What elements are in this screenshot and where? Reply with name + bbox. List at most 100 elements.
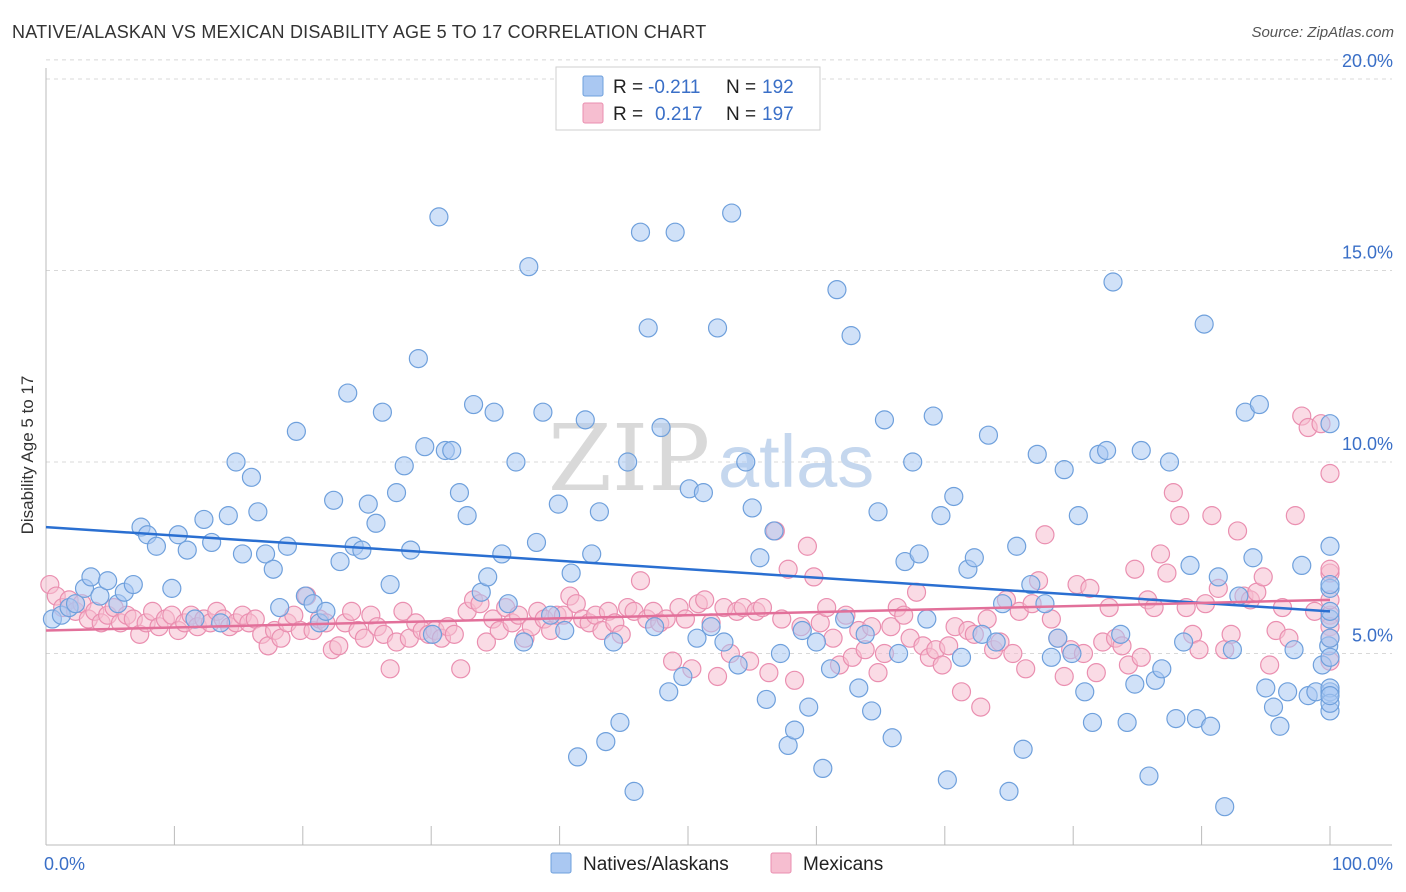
bottom-legend-swatch-natives <box>550 852 572 874</box>
natives-point <box>514 632 534 652</box>
mexicans-point <box>752 597 773 618</box>
natives-point <box>442 440 462 461</box>
bottom-legend-swatch-mexicans <box>770 852 792 874</box>
natives-point <box>358 494 378 514</box>
natives-point <box>146 536 167 556</box>
natives-point <box>764 521 784 541</box>
natives-point <box>855 624 875 644</box>
mexicans-point <box>380 659 400 679</box>
natives-point <box>923 406 943 426</box>
natives-point <box>603 632 624 652</box>
natives-point <box>978 425 999 445</box>
natives-point <box>226 452 246 472</box>
x-tick-labels: 0.0% 100.0% <box>44 854 1393 874</box>
natives-point <box>687 628 707 648</box>
natives-point <box>645 617 665 637</box>
natives-point <box>526 532 547 553</box>
natives-point <box>255 544 276 564</box>
bottom-legend-mexicans: Mexicans <box>803 854 883 875</box>
natives-point <box>561 563 581 583</box>
natives-point <box>478 567 498 587</box>
natives-point <box>1263 697 1284 717</box>
mexicans-point <box>868 663 888 683</box>
natives-point <box>1200 716 1221 736</box>
mexicans-point <box>1227 521 1248 541</box>
natives-point <box>714 632 734 652</box>
mexicans-point <box>772 609 792 629</box>
natives-point <box>582 544 602 564</box>
mexicans-point <box>759 663 779 683</box>
natives-point <box>1041 647 1061 667</box>
natives-point <box>665 222 685 242</box>
natives-point <box>1152 659 1172 679</box>
mexicans-point <box>1170 506 1190 526</box>
natives-point <box>784 720 805 740</box>
natives-point <box>506 452 526 472</box>
bottom-legend-natives: Natives/Alaskans <box>583 854 729 875</box>
mexicans-point <box>817 597 837 618</box>
natives-point <box>750 548 770 568</box>
mexicans-point <box>784 670 805 690</box>
natives-point <box>372 402 393 422</box>
natives-point <box>728 655 748 675</box>
mexicans-point <box>1260 655 1280 675</box>
legend-n-natives: 192 <box>762 77 794 98</box>
y-tick-label: 20.0% <box>1342 51 1393 71</box>
natives-point <box>799 697 819 717</box>
natives-point <box>693 483 714 503</box>
mexicans-point <box>662 651 683 671</box>
natives-point <box>1166 709 1186 729</box>
natives-point <box>484 402 504 422</box>
natives-point <box>1249 394 1269 415</box>
natives-point <box>1096 440 1117 461</box>
natives-point <box>806 632 827 652</box>
mexicans-point <box>1163 483 1183 503</box>
natives-point <box>457 506 477 526</box>
natives-point <box>1320 647 1340 667</box>
natives-point <box>177 540 197 560</box>
natives-point <box>567 747 588 767</box>
natives-point <box>827 280 847 300</box>
natives-point <box>841 326 861 346</box>
y-tick-labels: 5.0% 10.0% 15.0% 20.0% <box>1342 51 1393 646</box>
x-tick-label: 100.0% <box>1332 854 1393 874</box>
natives-point <box>81 567 101 587</box>
natives-point <box>1048 628 1068 648</box>
natives-point <box>813 758 833 779</box>
natives-point <box>868 502 888 522</box>
natives-point <box>241 467 262 487</box>
natives-point <box>380 574 400 595</box>
natives-point <box>1007 536 1027 556</box>
natives-point <box>944 486 964 507</box>
natives-point <box>1054 460 1074 480</box>
mexicans-point <box>451 659 471 679</box>
natives-point <box>882 728 902 748</box>
natives-point <box>248 502 268 522</box>
natives-point <box>707 318 728 338</box>
natives-point <box>722 203 742 223</box>
natives-point <box>849 678 869 698</box>
natives-point <box>964 548 984 568</box>
natives-point <box>1027 444 1047 464</box>
legend-r-mexicans: 0.217 <box>655 104 703 125</box>
mexicans-point <box>707 666 728 687</box>
natives-point <box>917 609 937 629</box>
y-tick-label: 10.0% <box>1342 434 1393 454</box>
natives-point <box>1111 624 1131 644</box>
natives-point <box>1320 628 1340 648</box>
legend-r-label-natives: R = <box>613 77 643 98</box>
natives-point <box>673 666 693 687</box>
natives-point <box>1125 674 1145 694</box>
natives-point <box>951 647 972 667</box>
natives-point <box>324 490 344 510</box>
natives-point <box>792 620 812 641</box>
mexicans-point <box>881 617 901 637</box>
natives-point <box>651 417 671 438</box>
mexicans-point <box>1080 578 1100 598</box>
natives-point <box>211 613 231 633</box>
mexicans-point <box>778 559 798 579</box>
y-tick-label: 5.0% <box>1352 626 1393 646</box>
natives-point <box>338 383 358 403</box>
x-tick-label: 0.0% <box>44 854 85 874</box>
natives-point <box>386 483 407 503</box>
